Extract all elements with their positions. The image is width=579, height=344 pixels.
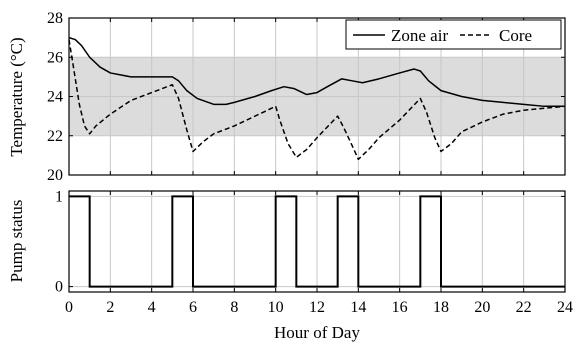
x-tick-label: 2 [106, 299, 114, 316]
x-tick-label: 16 [392, 299, 408, 316]
pump-grid [68, 191, 566, 292]
x-tick-label: 24 [557, 299, 573, 316]
x-tick-label: 0 [65, 299, 73, 316]
legend-zone-air-label: Zone air [391, 26, 448, 45]
pump-lines [69, 195, 565, 288]
temperature-panel: 20 22 24 26 28 Temperature (°C) Zone air Cor… [7, 10, 566, 184]
zone-air-line [68, 36, 565, 108]
legend: Zone air Core [345, 19, 562, 50]
x-tick-label: 10 [268, 299, 284, 316]
temperature-y-axis-label: Temperature (°C) [7, 37, 26, 156]
x-tick-label: 14 [350, 299, 366, 316]
pump-y-axis-label: Pump status [7, 200, 26, 283]
x-tick-label: 22 [516, 299, 532, 316]
temperature-y-tick-label: 26 [47, 49, 63, 66]
x-tick-label: 8 [230, 299, 238, 316]
x-tick-label: 18 [433, 299, 449, 316]
x-axis-label: Hour of Day [274, 323, 360, 342]
legend-core-label: Core [499, 26, 532, 45]
x-tick-label: 20 [474, 299, 490, 316]
temperature-y-tick-label: 22 [47, 128, 63, 145]
x-tick-label: 12 [309, 299, 325, 316]
pump-y-tick-label: 0 [55, 279, 63, 296]
temperature-y-tick-label: 28 [47, 10, 63, 27]
x-tick-label: 4 [148, 299, 156, 316]
temperature-y-tick-label: 20 [47, 167, 63, 184]
pump-status-line [69, 195, 565, 288]
temperature-y-tick-label: 24 [47, 89, 63, 106]
pump-y-tick-label: 1 [55, 188, 63, 205]
x-tick-label: 6 [189, 299, 197, 316]
temperature-lines [68, 36, 566, 161]
